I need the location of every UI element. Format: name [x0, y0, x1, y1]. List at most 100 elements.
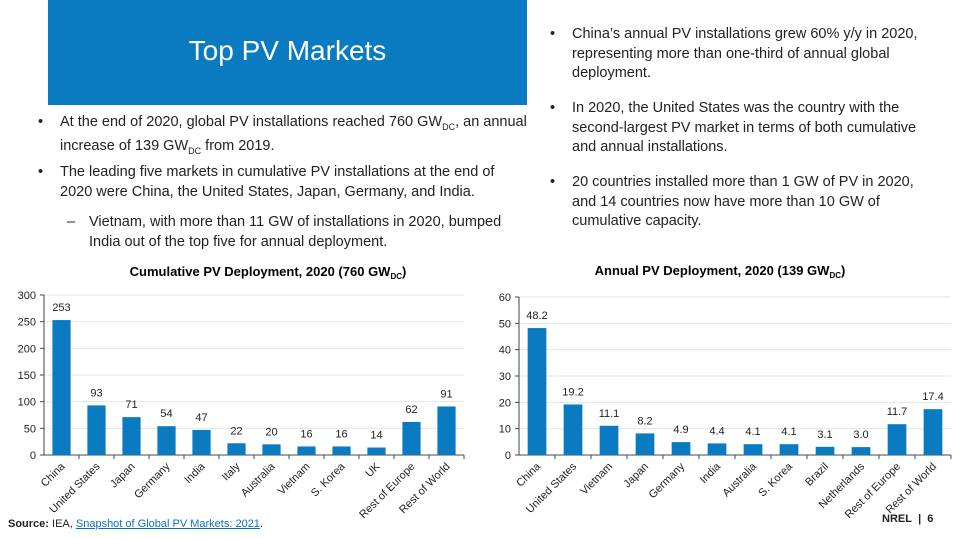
- data-label: 4.9: [673, 424, 688, 436]
- y-tick-label: 50: [499, 318, 511, 330]
- footer-separator: |: [918, 513, 922, 525]
- bullet-countries: • 20 countries installed more than 1 GW o…: [550, 174, 914, 229]
- bullet-top-five: • The leading five markets in cumulative …: [38, 164, 495, 200]
- source-text: IEA,: [48, 518, 76, 530]
- bullet-text: from 2019.: [201, 138, 275, 155]
- data-label: 91: [440, 388, 452, 400]
- title-banner: Top PV Markets: [48, 0, 527, 105]
- data-label: 47: [195, 412, 207, 424]
- x-tick-label: Germany: [132, 460, 173, 501]
- x-tick-label: Vietnam: [578, 461, 615, 498]
- y-tick-label: 20: [499, 397, 511, 409]
- y-tick-label: 0: [30, 450, 36, 462]
- bar-uk: [367, 447, 386, 455]
- source-note: Source: IEA, Snapshot of Global PV Marke…: [8, 518, 263, 530]
- bar-australia: [743, 444, 763, 455]
- bar-india: [192, 429, 211, 455]
- x-tick-label: Brazil: [803, 461, 831, 489]
- y-tick-label: 10: [499, 424, 511, 436]
- footer-org: NREL: [882, 513, 912, 525]
- bullet-text: China’s annual PV installations grew 60%…: [572, 26, 918, 81]
- subscript: DC: [442, 121, 456, 132]
- data-label: 3.1: [817, 429, 832, 441]
- bar-india: [707, 443, 727, 455]
- bar-rest-of-world: [437, 406, 456, 455]
- bar-s-korea: [332, 446, 351, 455]
- bar-rest-of-europe: [402, 421, 421, 455]
- bar-brazil: [815, 446, 835, 455]
- bar-rest-of-europe: [887, 424, 907, 455]
- bar-germany: [157, 426, 176, 455]
- bullet-text: Vietnam, with more than 11 GW of install…: [89, 214, 502, 250]
- x-tick-label: UK: [363, 460, 383, 480]
- bullet-china: • China’s annual PV installations grew 60…: [550, 26, 918, 81]
- bullet-text: In 2020, the United States was the count…: [572, 100, 917, 155]
- bullet-text: The leading five markets in cumulative P…: [60, 164, 495, 200]
- x-tick-label: Japan: [621, 461, 651, 491]
- data-label: 93: [90, 387, 102, 399]
- data-label: 11.1: [599, 408, 620, 420]
- bar-united-states: [563, 404, 583, 455]
- data-label: 19.2: [562, 386, 583, 398]
- chart-title: Cumulative PV Deployment, 2020 (760 GWDC…: [130, 264, 407, 281]
- bar-vietnam: [599, 425, 619, 455]
- data-label: 4.1: [745, 426, 760, 438]
- bar-united-states: [87, 405, 106, 455]
- data-label: 16: [300, 428, 312, 440]
- y-tick-label: 30: [499, 371, 511, 383]
- bar-china: [52, 320, 71, 455]
- x-tick-label: Australia: [720, 460, 759, 499]
- bar-italy: [227, 443, 246, 455]
- bar-rest-of-world: [923, 409, 943, 455]
- source-label: Source:: [8, 518, 49, 530]
- x-tick-label: Germany: [647, 460, 688, 501]
- footer: NREL | 6: [882, 513, 933, 525]
- data-label: 20: [265, 426, 277, 438]
- y-tick-label: 250: [18, 317, 36, 329]
- x-tick-label: Australia: [239, 460, 278, 499]
- sub-bullet-vietnam: – Vietnam, with more than 11 GW of instal…: [67, 214, 502, 250]
- subscript: DC: [188, 146, 202, 157]
- data-label: 54: [160, 408, 172, 420]
- x-tick-label: India: [698, 460, 724, 486]
- y-tick-label: 0: [505, 450, 511, 462]
- y-tick-label: 300: [18, 290, 36, 302]
- x-tick-label: China: [514, 460, 543, 489]
- y-tick-label: 40: [499, 345, 511, 357]
- bullet-text: 20 countries installed more than 1 GW of…: [572, 174, 914, 229]
- bar-netherlands: [851, 447, 871, 455]
- bullet-global: • At the end of 2020, global PV installat…: [38, 114, 527, 157]
- data-label: 71: [125, 399, 137, 411]
- y-tick-label: 50: [24, 423, 36, 435]
- y-tick-label: 150: [18, 370, 36, 382]
- bar-japan: [122, 417, 141, 455]
- bullet-text: , an annual increase of 139 GW: [60, 114, 527, 155]
- data-label: 3.0: [853, 429, 868, 441]
- x-tick-label: S. Korea: [309, 460, 348, 499]
- bullet-text: At the end of 2020, global PV installati…: [60, 114, 443, 130]
- data-label: 4.1: [781, 426, 796, 438]
- bar-germany: [671, 442, 691, 455]
- data-label: 8.2: [637, 415, 652, 427]
- data-label: 62: [405, 404, 417, 416]
- bar-china: [527, 328, 547, 455]
- bullet-us: • In 2020, the United States was the coun…: [550, 100, 917, 155]
- data-label: 48.2: [526, 310, 547, 322]
- page-title: Top PV Markets: [188, 35, 387, 66]
- source-link[interactable]: Snapshot of Global PV Markets: 2021: [75, 518, 260, 530]
- y-tick-label: 60: [499, 292, 511, 304]
- chart-title: Annual PV Deployment, 2020 (139 GWDC): [595, 263, 846, 280]
- x-tick-label: S. Korea: [756, 460, 795, 499]
- data-label: 4.4: [709, 425, 724, 437]
- data-label: 14: [370, 430, 382, 442]
- bar-australia: [262, 444, 281, 455]
- y-tick-label: 200: [18, 343, 36, 355]
- x-tick-label: Italy: [220, 460, 243, 483]
- data-label: 11.7: [887, 406, 908, 418]
- source-end: .: [259, 518, 263, 530]
- x-tick-label: Vietnam: [276, 461, 313, 498]
- x-tick-label: Japan: [108, 461, 138, 491]
- data-label: 253: [52, 302, 70, 314]
- y-tick-label: 100: [18, 397, 36, 409]
